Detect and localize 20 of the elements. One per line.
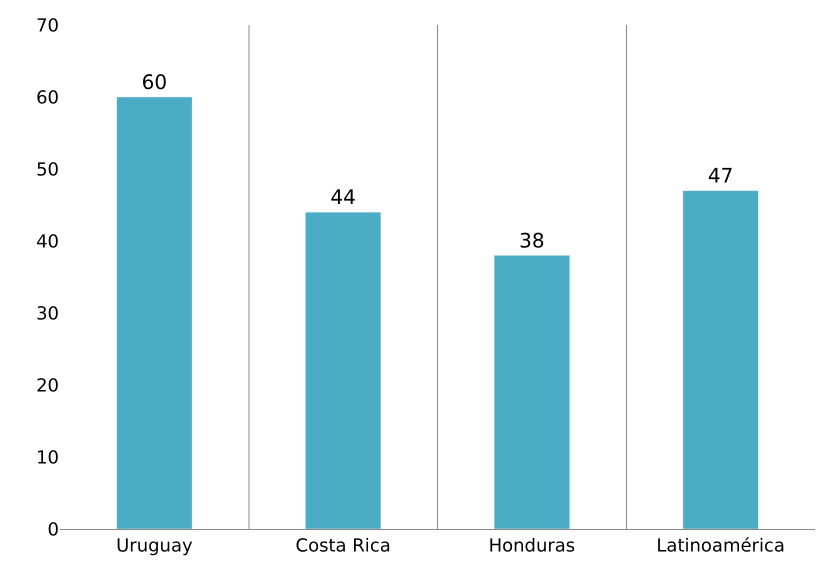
bar	[305, 212, 382, 529]
data-label: 44	[330, 185, 356, 210]
data-label: 47	[708, 164, 734, 188]
data-label: 60	[142, 70, 168, 94]
y-tick-label: 70	[36, 15, 59, 36]
x-tick-label: Honduras	[488, 536, 576, 557]
y-tick-label: 50	[36, 159, 59, 180]
x-tick-label: Costa Rica	[296, 536, 391, 557]
x-tick-label: Latinoamérica	[656, 536, 785, 557]
x-tick-label: Uruguay	[116, 536, 193, 557]
y-tick-label: 40	[36, 231, 59, 252]
data-label: 38	[519, 228, 545, 252]
bar	[494, 255, 570, 529]
y-tick-label: 60	[36, 87, 59, 108]
y-tick-label: 0	[48, 519, 59, 540]
y-tick-label: 30	[36, 303, 59, 324]
y-tick-label: 10	[36, 447, 59, 468]
bar	[682, 190, 759, 529]
y-tick-label: 20	[36, 375, 59, 396]
bar	[116, 96, 192, 529]
